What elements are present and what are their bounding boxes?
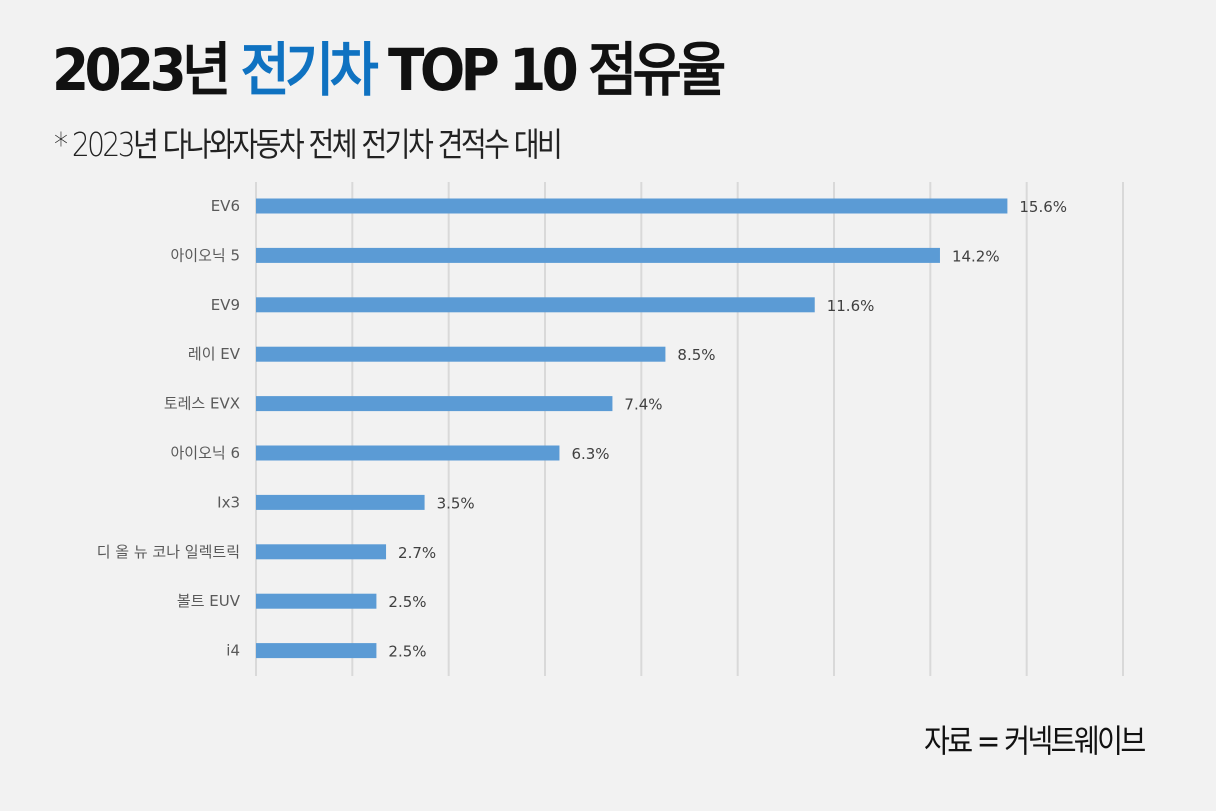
category-label: i4 <box>226 642 240 660</box>
bar <box>256 297 815 313</box>
data-label: 2.7% <box>398 544 436 562</box>
data-label: 15.6% <box>1019 198 1067 216</box>
source-note: 자료 = 커넥트웨이브 <box>924 722 1146 760</box>
bar <box>256 494 425 510</box>
category-label: 아이오닉 5 <box>170 246 240 264</box>
bar <box>256 445 560 461</box>
title-part1: 2023년 <box>52 36 241 104</box>
data-label: 2.5% <box>388 643 426 661</box>
chart-subtitle: * 2023년 다나와자동차 전체 전기차 견적수 대비 <box>54 125 563 164</box>
data-label: 2.5% <box>388 593 426 611</box>
data-label: 14.2% <box>952 247 1000 265</box>
bar <box>256 247 940 263</box>
bar <box>256 396 613 412</box>
data-label: 8.5% <box>677 346 715 364</box>
category-label: 레이 EV <box>188 345 241 363</box>
bar <box>256 346 666 362</box>
title-highlight: 전기차 <box>240 36 379 104</box>
data-label: 7.4% <box>624 396 662 414</box>
data-label: 3.5% <box>437 494 475 512</box>
bar <box>256 593 377 609</box>
category-label: 아이오닉 6 <box>170 444 240 462</box>
chart-title: 2023년 전기차 TOP 10 점유율 <box>52 30 726 110</box>
category-label: 디 올 뉴 코나 일렉트릭 <box>97 543 240 561</box>
bar <box>256 544 387 560</box>
category-label: 토레스 EVX <box>164 395 240 413</box>
category-label: EV6 <box>211 197 240 215</box>
data-label: 6.3% <box>571 445 609 463</box>
category-label: 볼트 EUV <box>177 592 241 610</box>
bar <box>256 198 1008 214</box>
bar <box>256 643 377 659</box>
title-part2: TOP 10 점유율 <box>374 36 726 104</box>
data-label: 11.6% <box>827 297 875 315</box>
category-label: EV9 <box>211 296 240 314</box>
category-label: Ix3 <box>217 493 240 511</box>
